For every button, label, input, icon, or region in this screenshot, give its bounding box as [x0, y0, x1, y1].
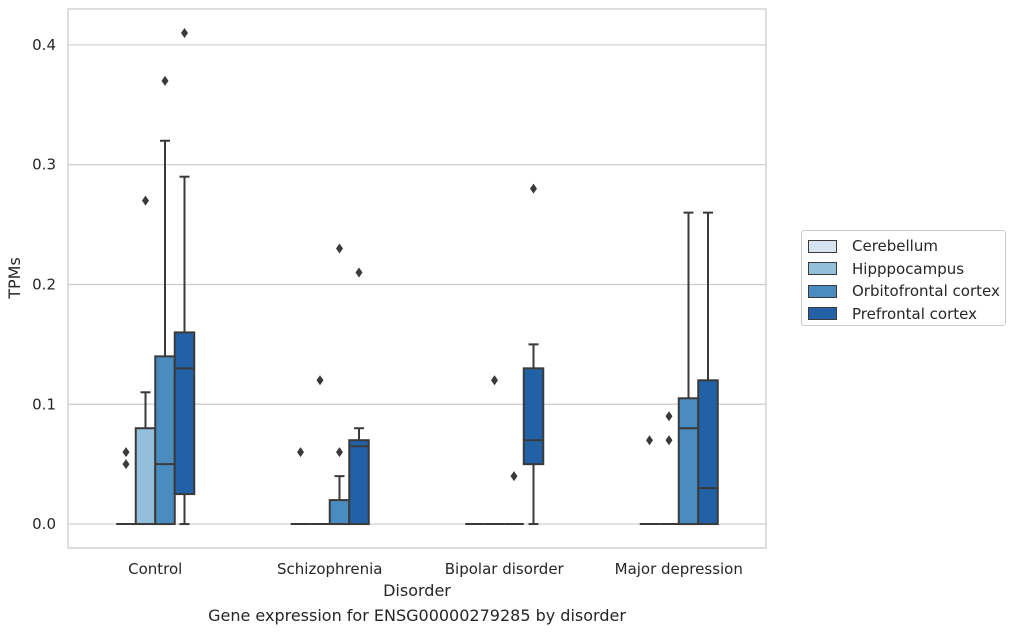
y-tick-label: 0.3	[32, 156, 56, 174]
y-tick-label: 0.0	[32, 515, 56, 533]
legend: Cerebellum Hipppocampus Orbitofrontal cort…	[801, 230, 1006, 326]
outlier-point	[122, 447, 130, 458]
box	[677, 397, 700, 526]
legend-swatch	[808, 307, 837, 321]
outlier-point	[122, 459, 130, 470]
legend-label: Hipppocampus	[852, 259, 965, 278]
box	[348, 439, 370, 526]
chart-caption: Gene expression for ENSG00000279285 by d…	[208, 606, 626, 625]
box	[154, 355, 176, 526]
box-group	[697, 211, 719, 526]
outlier-point	[336, 447, 343, 458]
box	[173, 331, 196, 496]
box-group	[116, 447, 136, 526]
outlier-point	[336, 243, 343, 254]
outlier-point	[161, 75, 169, 86]
x-tick-label: Bipolar disorder	[445, 560, 565, 578]
outlier-point	[316, 375, 324, 386]
outlier-point	[665, 435, 673, 446]
box-group	[639, 435, 660, 526]
x-tick-label: Control	[128, 560, 182, 578]
outlier-point	[510, 471, 518, 482]
outlier-point	[491, 375, 498, 386]
x-tick-label: Schizophrenia	[277, 560, 382, 578]
outlier-point	[665, 411, 673, 422]
outlier-point	[355, 267, 363, 278]
y-tick-label: 0.1	[32, 395, 56, 413]
box	[134, 427, 157, 526]
legend-item: Prefrontal cortex	[808, 303, 1005, 326]
legend-swatch	[808, 239, 837, 253]
legend-swatch	[808, 262, 837, 276]
box-group	[659, 411, 679, 526]
box	[328, 499, 351, 526]
box-group	[173, 27, 196, 526]
legend-item: Hipppocampus	[808, 258, 1005, 281]
y-tick-label: 0.4	[32, 36, 56, 54]
box-group	[290, 447, 311, 526]
outlier-point	[142, 195, 149, 206]
legend-label: Orbitofrontal cortex	[852, 282, 1000, 301]
box-group	[154, 75, 176, 526]
y-axis-label: TPMs	[5, 257, 24, 300]
legend-item: Orbitofrontal cortex	[808, 280, 1005, 303]
box-group	[522, 183, 545, 526]
legend-swatch	[808, 284, 837, 298]
plot-frame	[67, 8, 767, 549]
legend-label: Cerebellum	[852, 237, 938, 256]
box-group	[504, 471, 524, 526]
outlier-point	[530, 183, 537, 194]
outlier-point	[646, 435, 653, 446]
x-tick-label: Major depression	[615, 560, 743, 578]
outlier-point	[297, 447, 304, 458]
box-group	[328, 243, 351, 526]
box-group	[677, 211, 700, 526]
box	[697, 379, 719, 526]
y-tick-label: 0.2	[32, 275, 56, 293]
box-group	[484, 375, 505, 526]
boxes	[116, 27, 719, 526]
legend-label: Prefrontal cortex	[852, 304, 977, 323]
outlier-point	[181, 27, 188, 38]
box-group	[348, 267, 370, 526]
legend-item: Cerebellum	[808, 235, 1005, 258]
box-group	[134, 195, 157, 526]
box	[522, 367, 545, 466]
axes: 0.0 0.1 0.2 0.3 0.4 Control Schizophrenia Bipol…	[32, 8, 767, 578]
x-axis-label: Disorder	[383, 581, 451, 600]
box-group	[310, 375, 330, 526]
